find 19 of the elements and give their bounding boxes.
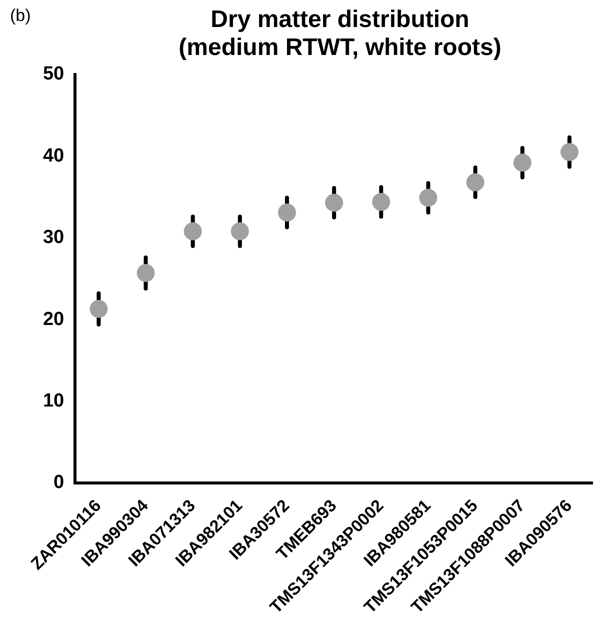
point (278, 204, 296, 222)
point (560, 143, 578, 162)
y-tick-label: 50 (42, 64, 64, 85)
y-tick-label: 0 (54, 472, 64, 494)
point (90, 300, 108, 318)
point (230, 222, 249, 240)
point (466, 173, 484, 192)
y-tick-label: 30 (42, 227, 64, 248)
point (184, 222, 202, 240)
chart-title: Dry matter distribution (medium RTWT, white roots) (178, 6, 502, 62)
y-tick-label: 20 (42, 308, 64, 330)
text: (b) (10, 6, 31, 26)
point (513, 154, 532, 172)
y-tick-label: 10 (42, 390, 64, 412)
point (136, 264, 155, 282)
y-tick-label: 40 (42, 145, 64, 166)
point (325, 194, 344, 212)
point (372, 192, 390, 211)
point (419, 188, 438, 207)
